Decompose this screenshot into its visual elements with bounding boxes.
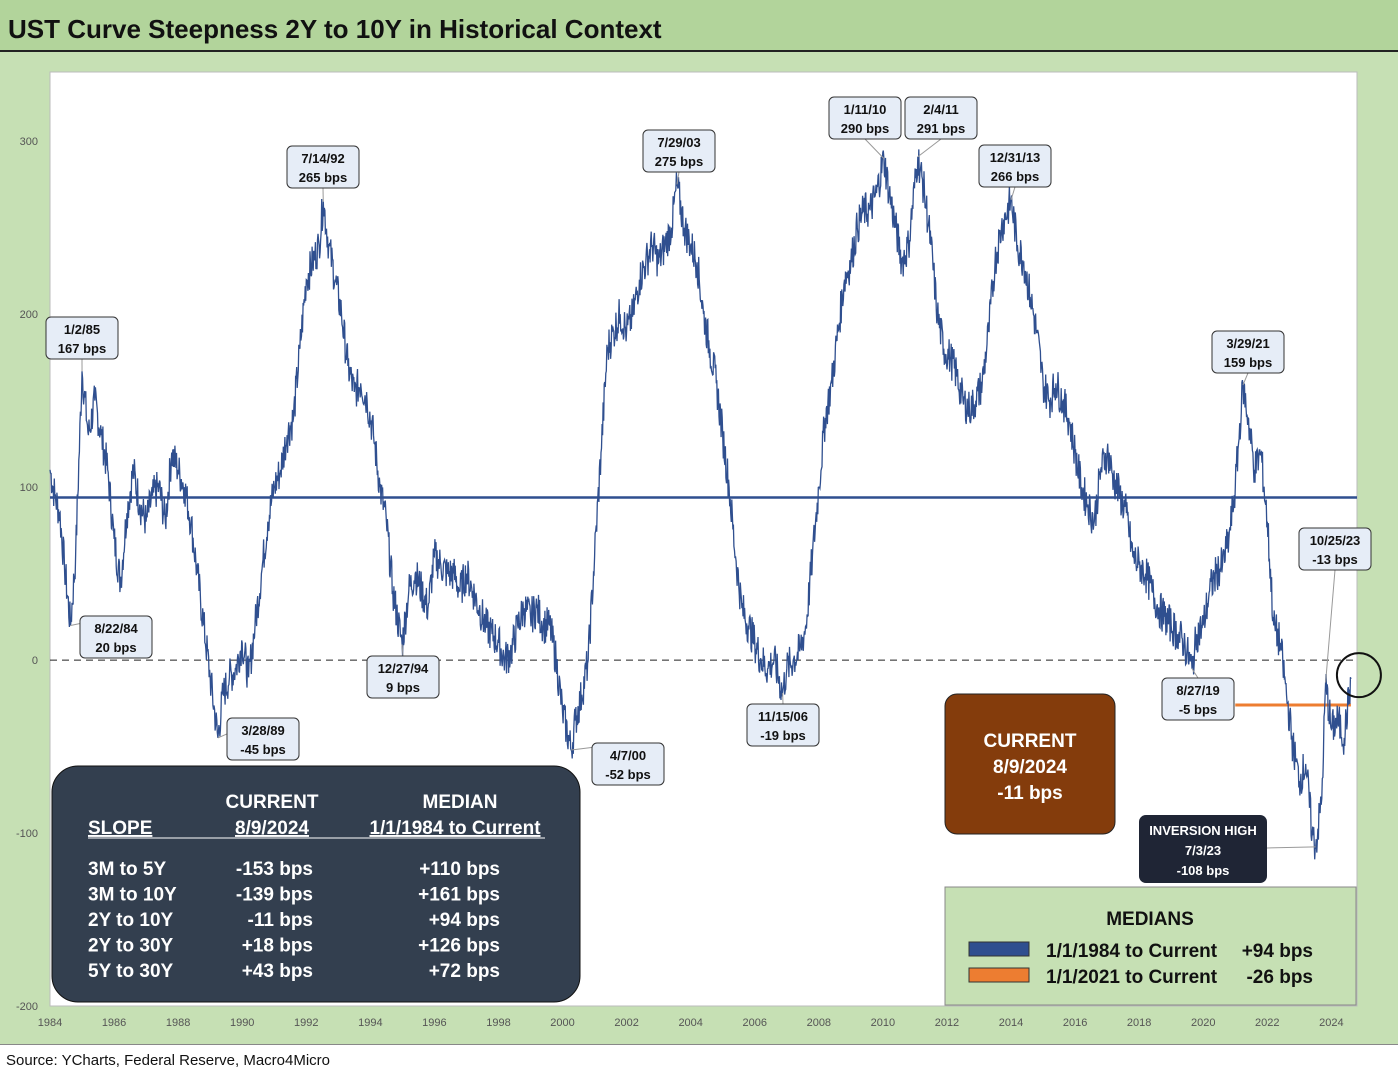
x-tick-label: 2004 [678,1017,702,1029]
annotation-date: 2/4/11 [923,102,958,117]
annotation-value: -19 bps [760,728,806,743]
annotation-date: 7/29/03 [657,135,700,150]
annotation-date: 7/14/92 [301,151,344,166]
x-tick-label: 1992 [294,1017,318,1029]
table-cell-slope: 2Y to 30Y [88,936,174,957]
current-box-text: -11 bps [997,783,1062,804]
table-cell-current: -139 bps [236,885,313,906]
x-tick-label: 1988 [166,1017,190,1029]
x-tick-label: 2024 [1319,1017,1343,1029]
annotation-value: -13 bps [1312,552,1358,567]
x-tick-label: 2008 [807,1017,831,1029]
legend-swatch [969,968,1029,982]
table-cell-slope: 5Y to 30Y [88,961,174,982]
table-cell-median: +72 bps [429,961,500,982]
x-tick-label: 2006 [743,1017,767,1029]
annotation-date: 1/2/85 [64,322,100,337]
y-tick-label: 0 [32,655,38,667]
x-tick-label: 2022 [1255,1017,1279,1029]
annotation-date: 12/27/94 [378,661,429,676]
annotation-value: -52 bps [605,767,651,782]
annotation-date: 1/11/10 [844,102,887,117]
table-header-median-range: 1/1/1984 to Current [369,818,541,839]
x-tick-label: 2020 [1191,1017,1215,1029]
table-cell-slope: 3M to 5Y [88,859,166,880]
inversion-high-text: -108 bps [1177,863,1230,878]
x-tick-label: 2002 [614,1017,638,1029]
table-cell-median: +161 bps [418,885,500,906]
annotation-date: 12/31/13 [990,150,1041,165]
table-header-current-date: 8/9/2024 [235,818,309,839]
current-box-text: 8/9/2024 [993,757,1067,778]
legend-label: 1/1/2021 to Current [1046,967,1218,988]
annotation-value: 265 bps [299,170,347,185]
annotation-value: 159 bps [1224,355,1272,370]
x-tick-label: 1998 [486,1017,510,1029]
annotation-date: 3/29/21 [1226,336,1269,351]
annotation-date: 10/25/23 [1310,533,1361,548]
y-tick-label: -100 [16,828,38,840]
x-tick-label: 1984 [38,1017,62,1029]
table-header-median: MEDIAN [423,792,498,813]
y-tick-label: -200 [16,1001,38,1013]
legend-value: +94 bps [1242,941,1313,962]
table-cell-current: +18 bps [242,936,313,957]
x-tick-label: 2000 [550,1017,574,1029]
annotation-date: 8/27/19 [1176,683,1219,698]
annotation-date: 8/22/84 [94,621,138,636]
legend-swatch [969,942,1029,956]
annotation-value: 290 bps [841,121,889,136]
x-tick-label: 2016 [1063,1017,1087,1029]
legend-label: 1/1/1984 to Current [1046,941,1218,962]
annotation-date: 3/28/89 [241,723,284,738]
annotation-value: 20 bps [95,640,136,655]
current-box-text: CURRENT [984,731,1077,752]
table-cell-current: -153 bps [236,859,313,880]
x-tick-label: 2018 [1127,1017,1151,1029]
x-tick-label: 2010 [871,1017,895,1029]
table-cell-median: +126 bps [418,936,500,957]
y-tick-label: 300 [20,136,38,148]
table-cell-median: +94 bps [429,910,500,931]
x-tick-label: 1990 [230,1017,254,1029]
annotation-value: 9 bps [386,680,420,695]
inversion-high-text: 7/3/23 [1185,843,1221,858]
table-cell-current: -11 bps [248,910,313,931]
y-tick-label: 100 [20,482,38,494]
table-cell-current: +43 bps [242,961,313,982]
legend-value: -26 bps [1246,967,1313,988]
table-header-slope: SLOPE [88,818,152,839]
annotation-value: -45 bps [240,742,286,757]
annotation-date: 11/15/06 [758,709,808,724]
legend-title: MEDIANS [1106,909,1194,930]
x-tick-label: 1996 [422,1017,446,1029]
annotation-value: 291 bps [917,121,965,136]
annotation-value: -5 bps [1179,702,1217,717]
x-tick-label: 1994 [358,1017,382,1029]
inversion-high-text: INVERSION HIGH [1149,823,1257,838]
annotation-date: 4/7/00 [610,748,646,763]
annotation-value: 275 bps [655,154,703,169]
y-tick-label: 200 [20,309,38,321]
annotation-value: 167 bps [58,341,106,356]
table-cell-slope: 3M to 10Y [88,885,177,906]
table-header-current: CURRENT [226,792,319,813]
table-cell-median: +110 bps [419,859,500,880]
annotation-value: 266 bps [991,169,1039,184]
x-tick-label: 1986 [102,1017,126,1029]
table-cell-slope: 2Y to 10Y [88,910,174,931]
x-tick-label: 2014 [999,1017,1023,1029]
x-tick-label: 2012 [935,1017,959,1029]
